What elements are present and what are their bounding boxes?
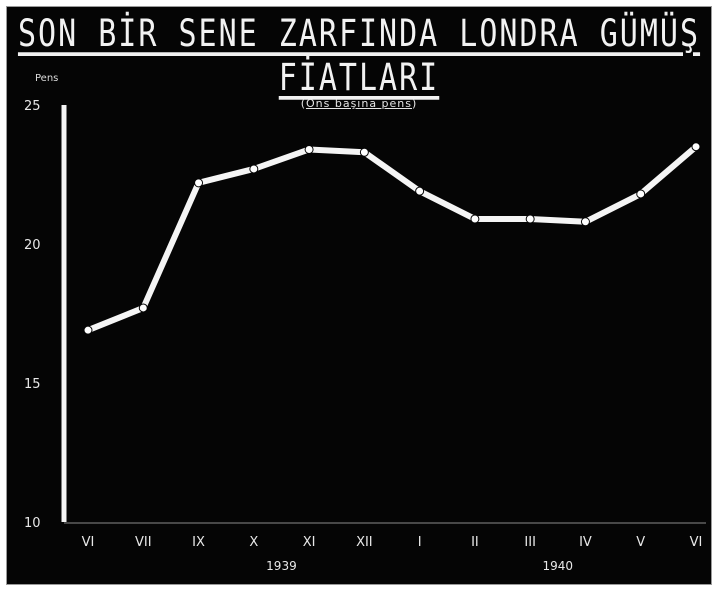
data-point [636,189,646,199]
year-label: 1940 [543,559,574,573]
y-tick-label: 10 [24,516,41,531]
x-tick-label: VI [690,535,703,550]
data-point [138,303,148,313]
x-tick-label: V [636,535,645,550]
x-tick-label: IX [192,535,205,550]
data-point [359,147,369,157]
data-point [415,186,425,196]
chart-subtitle: (Ons başına pens) [300,97,418,110]
y-tick-label: 20 [24,238,41,253]
x-tick-label: XI [303,535,316,550]
chart-frame: SON BİR SENE ZARFINDA LONDRA GÜMÜŞ FİATL… [6,6,712,585]
data-point [691,142,701,152]
data-point [470,214,480,224]
y-axis-unit-label: Pens [35,73,59,84]
data-point [580,217,590,227]
subtitle-text: Ons başına pens [305,97,413,110]
x-tick-label: II [471,535,479,550]
data-point [249,164,259,174]
x-tick-label: III [524,535,536,550]
data-point [525,214,535,224]
y-tick-label: 25 [24,99,41,114]
y-tick-label: 15 [24,377,41,392]
data-point [194,178,204,188]
x-tick-label: X [249,535,258,550]
x-tick-label: I [418,535,422,550]
x-tick-label: XII [356,535,373,550]
x-tick-label: VI [82,535,95,550]
year-label: 1939 [266,559,297,573]
data-point [304,144,314,154]
chart-title: SON BİR SENE ZARFINDA LONDRA GÜMÜŞ FİATL… [17,12,701,100]
x-tick-label: VII [135,535,152,550]
series-line [85,143,699,334]
data-point [83,325,93,335]
x-tick-label: IV [579,535,592,550]
